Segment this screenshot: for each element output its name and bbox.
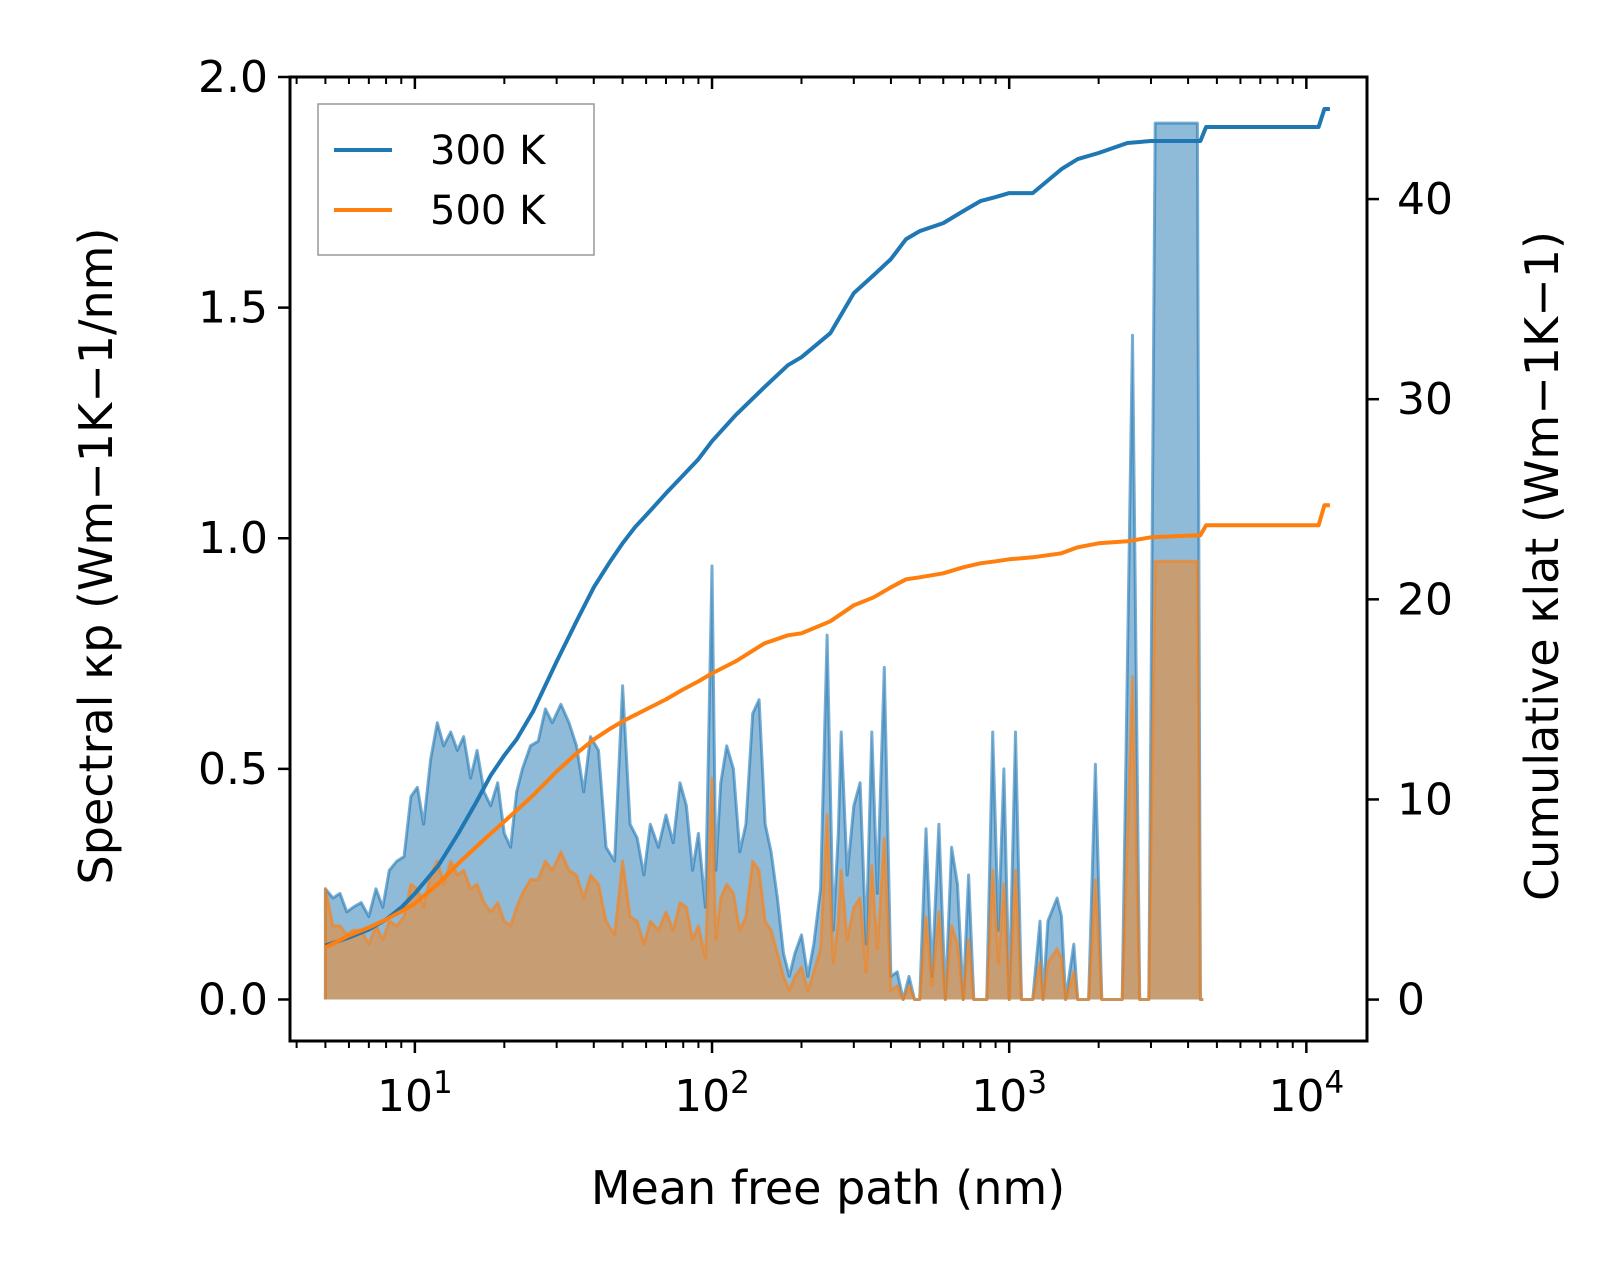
y-left-tick-label: 1.0 [198,513,268,564]
x-tick-label: 102 [674,1065,750,1122]
y-right-tick-label: 30 [1397,374,1453,425]
y-left-tick-label: 0.0 [198,974,268,1025]
cumulative-line-500k [324,503,1330,950]
cumulative-lines [324,107,1330,950]
x-tick-label: 103 [971,1065,1047,1122]
spectral-areas [323,121,1204,1001]
y-left-tick-label: 2.0 [198,52,268,103]
y-left-tick-label: 0.5 [198,744,268,795]
y-right-tick-label: 10 [1397,774,1453,825]
y-right-tick-label: 0 [1397,975,1425,1026]
x-tick-label: 101 [377,1065,453,1122]
legend-label-500k: 500 K [430,188,547,234]
y-axis-left-title: Spectral κp (Wm−1K−1/nm) [69,228,123,885]
spectral-area-300k [323,121,1204,1001]
y-right-tick-label: 20 [1397,574,1453,625]
x-axis-title: Mean free path (nm) [591,1161,1065,1215]
legend: 300 K 500 K [317,103,595,256]
axis-ticks: 101 102 103 104 0.0 0.5 1.0 1.5 2.0 0 10 20 30 40 [198,52,1453,1122]
cumulative-line-300k [324,107,1330,948]
plot-frame [288,75,1369,1043]
y-axis-right-title: Cumulative κlat (Wm−1K−1) [1515,231,1569,901]
x-tick-label: 104 [1268,1065,1344,1122]
legend-box [317,103,595,256]
legend-label-300k: 300 K [430,128,547,174]
y-left-tick-label: 1.5 [198,283,268,334]
spectral-area-500k [323,559,1204,1001]
y-right-tick-label: 40 [1397,174,1453,225]
